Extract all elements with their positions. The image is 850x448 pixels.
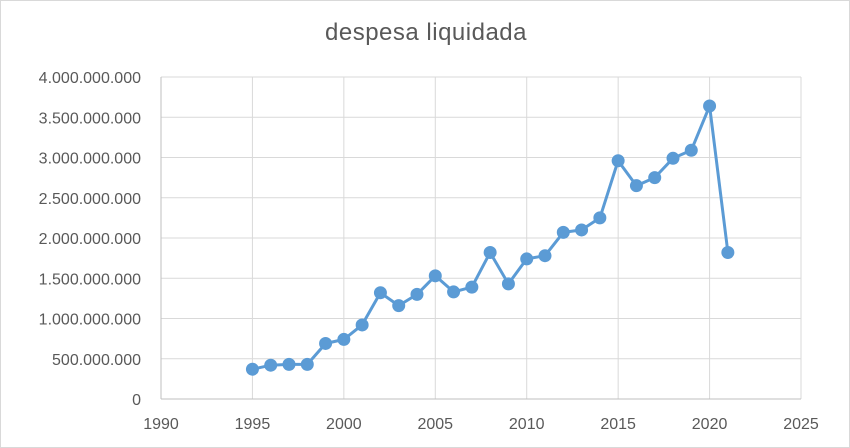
y-tick-label: 4.000.000.000 bbox=[39, 70, 141, 87]
data-point bbox=[703, 99, 717, 113]
y-tick-label: 500.000.000 bbox=[52, 352, 141, 369]
y-tick-label: 0 bbox=[132, 392, 141, 409]
x-axis-tick-labels: 1990 1995 2000 2005 2010 2015 2020 2025 bbox=[143, 416, 819, 433]
axes bbox=[160, 77, 801, 400]
data-point bbox=[300, 357, 314, 371]
y-tick-label: 3.000.000.000 bbox=[39, 151, 141, 168]
data-point bbox=[410, 287, 424, 301]
data-point bbox=[721, 245, 735, 259]
data-point bbox=[373, 286, 387, 300]
series-despesa bbox=[245, 99, 735, 376]
x-tick-label: 1990 bbox=[143, 416, 179, 433]
data-point bbox=[648, 171, 662, 185]
data-point bbox=[611, 154, 625, 168]
data-point bbox=[575, 223, 589, 237]
x-tick-label: 2015 bbox=[600, 416, 636, 433]
data-point bbox=[447, 285, 461, 299]
y-tick-label: 2.500.000.000 bbox=[39, 191, 141, 208]
chart-title: despesa liquidada bbox=[325, 19, 527, 46]
x-tick-label: 2025 bbox=[783, 416, 819, 433]
y-tick-label: 2.000.000.000 bbox=[39, 231, 141, 248]
data-point bbox=[684, 143, 698, 157]
data-point bbox=[282, 357, 296, 371]
x-tick-label: 2010 bbox=[509, 416, 545, 433]
data-point bbox=[629, 179, 643, 193]
x-tick-label: 2020 bbox=[692, 416, 728, 433]
x-tick-label: 2005 bbox=[417, 416, 453, 433]
data-point bbox=[556, 225, 570, 239]
data-point bbox=[337, 332, 351, 346]
data-point bbox=[355, 318, 369, 332]
y-tick-label: 3.500.000.000 bbox=[39, 110, 141, 127]
gridlines bbox=[161, 76, 802, 399]
x-tick-label: 2000 bbox=[326, 416, 362, 433]
x-tick-label: 1995 bbox=[235, 416, 271, 433]
y-axis-tick-labels: 0 500.000.000 1.000.000.000 1.500.000.000 2.… bbox=[39, 70, 141, 409]
data-point bbox=[319, 336, 333, 350]
y-tick-label: 1.500.000.000 bbox=[39, 271, 141, 288]
data-point bbox=[501, 277, 515, 291]
data-point bbox=[245, 362, 259, 376]
data-point bbox=[520, 252, 534, 266]
data-point bbox=[666, 151, 680, 165]
data-point bbox=[483, 245, 497, 259]
data-point bbox=[392, 299, 406, 313]
data-point bbox=[428, 269, 442, 283]
data-point bbox=[593, 211, 607, 225]
data-point bbox=[264, 358, 278, 372]
y-tick-label: 1.000.000.000 bbox=[39, 312, 141, 329]
data-point bbox=[465, 280, 479, 294]
data-point bbox=[538, 249, 552, 263]
